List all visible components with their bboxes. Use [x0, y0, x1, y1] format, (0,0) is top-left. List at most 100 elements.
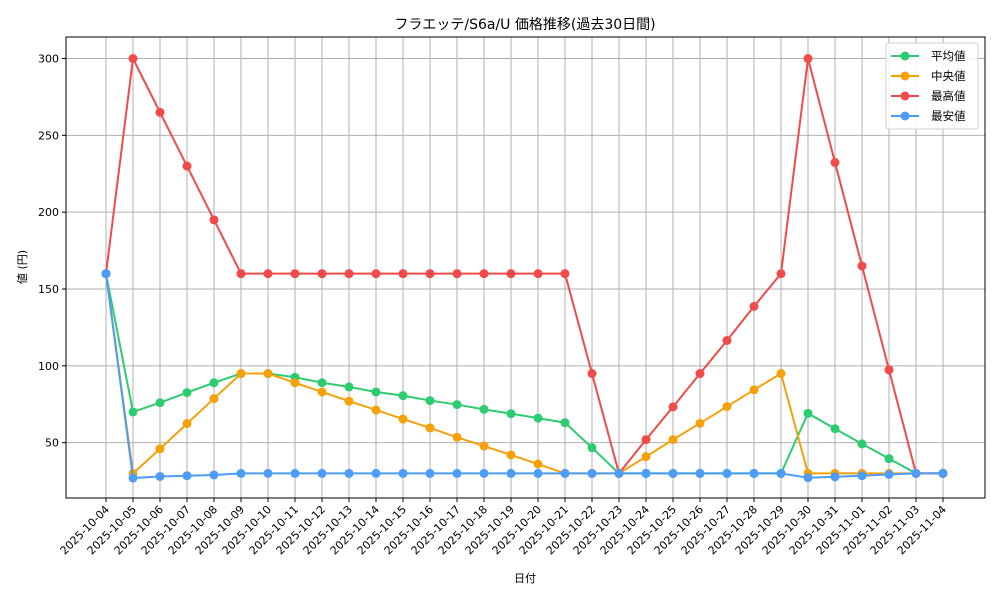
data-point	[641, 468, 651, 478]
data-point	[398, 391, 408, 401]
data-point	[857, 439, 867, 449]
data-point	[506, 450, 516, 460]
data-point	[452, 269, 462, 279]
x-axis-ticks: 2025-10-042025-10-052025-10-062025-10-07…	[58, 498, 949, 557]
data-point	[344, 382, 354, 392]
y-tick-label: 100	[38, 360, 59, 373]
data-point	[263, 369, 273, 379]
data-point	[398, 468, 408, 478]
y-tick-label: 50	[45, 437, 59, 450]
data-point	[830, 472, 840, 482]
data-point	[155, 107, 165, 117]
data-point	[668, 402, 678, 412]
grid-lines	[66, 37, 985, 498]
data-point	[182, 419, 192, 429]
data-point	[182, 471, 192, 481]
legend-item: 平均値	[891, 49, 966, 63]
data-point	[749, 301, 759, 311]
data-point	[479, 468, 489, 478]
y-axis-label: 値 (円)	[16, 250, 29, 284]
data-point	[101, 269, 111, 279]
data-point	[128, 473, 138, 483]
data-point	[479, 404, 489, 414]
data-point	[425, 468, 435, 478]
plot-frame	[65, 36, 986, 499]
data-point	[344, 269, 354, 279]
data-point	[263, 269, 273, 279]
data-point	[560, 269, 570, 279]
data-point	[290, 468, 300, 478]
legend-label: 最高値	[931, 89, 966, 103]
data-point	[128, 54, 138, 64]
data-point	[317, 378, 327, 388]
data-point	[263, 468, 273, 478]
data-point	[371, 405, 381, 415]
data-point	[668, 435, 678, 445]
data-point	[290, 269, 300, 279]
data-point	[587, 369, 597, 379]
data-point	[911, 468, 921, 478]
data-point	[668, 468, 678, 478]
data-point	[722, 402, 732, 412]
data-point	[425, 396, 435, 406]
y-tick-label: 200	[38, 206, 59, 219]
data-point	[857, 261, 867, 271]
data-point	[641, 435, 651, 445]
data-point	[830, 158, 840, 168]
data-point	[398, 269, 408, 279]
data-point	[371, 387, 381, 397]
data-point	[506, 468, 516, 478]
data-point	[776, 369, 786, 379]
data-point	[128, 407, 138, 417]
data-point	[803, 473, 813, 483]
legend-frame	[885, 42, 979, 130]
chart-title: フラエッテ/S6a/U 価格推移(過去30日間)	[394, 17, 655, 33]
data-point	[884, 454, 894, 464]
data-point	[857, 471, 867, 481]
data-point	[344, 396, 354, 406]
data-point	[614, 468, 624, 478]
data-point	[938, 468, 948, 478]
y-axis-ticks: 50 100 150 200 250 300	[38, 53, 66, 450]
data-point	[587, 468, 597, 478]
data-point	[317, 387, 327, 397]
data-point	[506, 269, 516, 279]
data-point	[776, 269, 786, 279]
data-point	[533, 468, 543, 478]
data-point	[506, 409, 516, 419]
data-point	[371, 269, 381, 279]
data-point	[209, 378, 219, 388]
data-point	[776, 468, 786, 478]
data-point	[560, 468, 570, 478]
legend-label: 中央値	[931, 69, 966, 83]
data-point	[560, 418, 570, 428]
data-point	[722, 468, 732, 478]
data-point	[290, 378, 300, 388]
data-point	[398, 414, 408, 424]
data-point	[155, 471, 165, 481]
data-point	[479, 441, 489, 451]
data-point	[236, 369, 246, 379]
data-point	[425, 423, 435, 433]
data-point	[533, 413, 543, 423]
data-point	[695, 369, 705, 379]
data-point	[641, 452, 651, 462]
data-point	[749, 385, 759, 395]
data-point	[317, 269, 327, 279]
legend-item: 中央値	[891, 69, 966, 83]
data-point	[884, 365, 894, 375]
data-point	[695, 418, 705, 428]
y-tick-label: 250	[38, 129, 59, 142]
data-point	[749, 468, 759, 478]
legend-label: 最安値	[931, 109, 966, 123]
data-point	[155, 398, 165, 408]
series-line	[101, 269, 948, 478]
data-point	[884, 469, 894, 479]
data-point	[317, 468, 327, 478]
data-point	[209, 470, 219, 480]
y-tick-label: 300	[38, 53, 59, 66]
data-point	[722, 335, 732, 345]
data-point	[182, 161, 192, 171]
